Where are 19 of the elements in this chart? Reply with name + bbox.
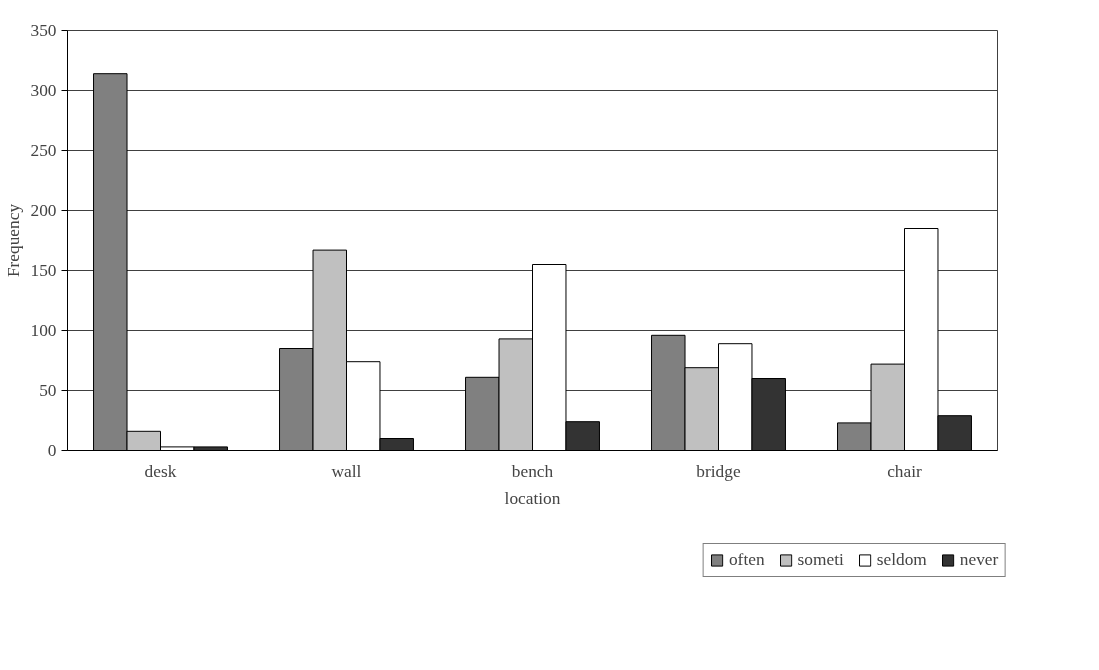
x-tick-label: desk bbox=[144, 461, 177, 481]
x-tick-label: bridge bbox=[696, 461, 741, 481]
legend-label: seldom bbox=[876, 550, 927, 570]
x-tick-label: chair bbox=[887, 461, 923, 481]
y-tick-label: 350 bbox=[30, 21, 57, 40]
x-axis-title: location bbox=[504, 488, 561, 508]
legend-label: someti bbox=[797, 550, 844, 570]
y-axis-title: Frequency bbox=[3, 203, 23, 278]
x-tick-label: wall bbox=[331, 461, 362, 481]
legend-label: often bbox=[728, 550, 765, 570]
y-tick-label: 100 bbox=[30, 321, 57, 340]
y-tick-label: 150 bbox=[30, 261, 57, 280]
legend-label: never bbox=[959, 550, 999, 570]
x-tick-label: bench bbox=[511, 461, 554, 481]
y-tick-label: 200 bbox=[30, 201, 57, 220]
y-tick-label: 300 bbox=[30, 81, 57, 100]
y-tick-label: 250 bbox=[30, 141, 57, 160]
y-tick-label: 50 bbox=[39, 381, 57, 400]
y-tick-label: 0 bbox=[47, 441, 57, 460]
